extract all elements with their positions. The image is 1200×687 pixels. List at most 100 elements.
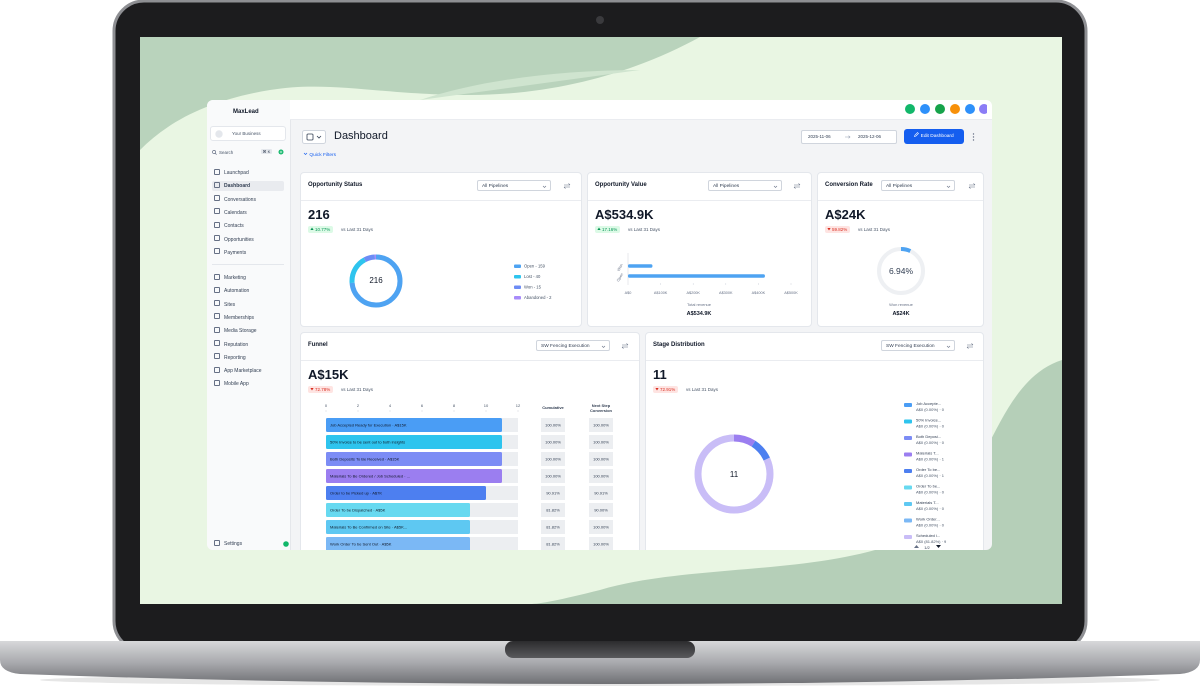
x-tick-label: A$100K <box>654 291 668 295</box>
gauge-arc <box>877 247 925 295</box>
pipeline-filter[interactable]: All Pipelines <box>881 180 955 191</box>
chevron <box>542 185 547 188</box>
chevron <box>601 345 606 348</box>
cumulative: 81.82% <box>546 525 560 530</box>
legend-label: Lost - 40 <box>524 274 541 279</box>
bar-label: Materials To Be Ordered / Job Scheduled … <box>330 474 410 479</box>
bar-label: Materials To Be Confirmed on Site · A$5K… <box>330 525 407 530</box>
gauge-label: 6.94% <box>889 266 914 276</box>
nav-item[interactable]: App Marketplace <box>212 366 284 376</box>
cumulative: 100.00% <box>545 440 561 445</box>
legend-swatch <box>514 285 521 289</box>
cell-bg <box>589 418 613 432</box>
quick-filters[interactable]: Quick Filters <box>303 152 336 158</box>
legend-swatch <box>904 535 912 539</box>
cell-bg <box>589 486 613 500</box>
divider <box>301 200 581 201</box>
nav-item[interactable]: Reputation <box>212 340 284 350</box>
bar-label: Order to be Picked up · A$7K <box>330 491 382 496</box>
nav-item[interactable]: Marketing <box>212 273 284 283</box>
nav-item[interactable]: Reporting <box>212 353 284 363</box>
opportunity-value-card: A$0 A$100K A$200K A$300K A$400K A$500K Won Open… <box>587 172 812 327</box>
nav-item[interactable]: Automation <box>212 286 284 296</box>
pipeline-filter[interactable]: SW Fencing Execution <box>536 340 610 351</box>
nav-item[interactable]: Media Storage <box>212 326 284 336</box>
more-menu[interactable] <box>972 133 975 141</box>
nav-item[interactable]: Mobile App <box>212 379 284 389</box>
legend-label: Abandoned - 2 <box>524 295 552 300</box>
change-badge: 17.16% <box>595 226 621 233</box>
legend-label: Won - 15 <box>524 285 542 290</box>
edit-dashboard-button[interactable]: Edit Dashboard <box>904 129 964 144</box>
chevron <box>773 185 778 188</box>
nav-item[interactable]: Payments <box>212 248 284 258</box>
legend-label: Materials T... <box>916 451 939 456</box>
cumulative: 100.00% <box>545 474 561 479</box>
bar <box>628 264 653 268</box>
settings-link[interactable]: Settings <box>212 539 284 549</box>
funnel-chart: 0 2 4 6 8 10 12 Job Accepted Ready for Executio… <box>325 403 613 550</box>
x-tick-label: A$400K <box>752 291 766 295</box>
x-tick-label: 8 <box>453 403 456 408</box>
filter-label: SW Fencing Execution <box>541 344 590 349</box>
legend-detail: A$0 (0.00%) · 0 <box>916 407 945 412</box>
business-switcher[interactable]: Your Business <box>210 126 286 141</box>
funnel-bar <box>326 503 470 517</box>
card-title: Conversion Rate <box>825 182 873 188</box>
top-icons[interactable] <box>897 103 987 115</box>
card-title: Opportunity Value <box>595 182 647 188</box>
nav-item[interactable]: Calendars <box>212 208 284 218</box>
pipeline-filter[interactable]: SW Fencing Execution <box>881 340 955 351</box>
nav-item[interactable]: Launchpad <box>212 168 284 178</box>
search[interactable]: Search ⌘ K <box>212 148 278 157</box>
bar-label: 50% Invoice to be sent out to both insig… <box>330 440 405 445</box>
nav-item[interactable]: Dashboard <box>212 181 284 192</box>
swap-icon[interactable] <box>968 182 976 190</box>
legend-detail: A$0 (0.00%) · 0 <box>916 424 945 429</box>
shortcut: ⌘ K <box>261 149 272 154</box>
nav-item[interactable]: Memberships <box>212 313 284 323</box>
pipeline-filter[interactable]: All Pipelines <box>477 180 551 191</box>
legend-swatch <box>904 452 912 457</box>
funnel-bar <box>326 418 502 432</box>
base-notch <box>505 641 695 658</box>
cumulative: 81.82% <box>546 508 560 513</box>
nav-item[interactable]: Contacts <box>212 221 284 231</box>
legend-swatch <box>514 296 521 300</box>
kpi-value: A$534.9K <box>595 207 654 222</box>
filter-label: All Pipelines <box>886 184 913 189</box>
cell-bg <box>541 537 565 550</box>
page-prev[interactable] <box>914 545 919 548</box>
chevron <box>303 152 308 155</box>
swap-icon[interactable] <box>793 182 801 190</box>
nav-item[interactable]: Conversations <box>212 195 284 205</box>
legend-label: Open - 159 <box>524 264 546 269</box>
kpi-value: A$15K <box>308 367 349 382</box>
view-switcher[interactable] <box>302 130 326 144</box>
bar-label: Order To be Dispatched · A$5K <box>330 508 386 513</box>
change-badge: 72.91% <box>653 386 679 393</box>
add-button[interactable] <box>278 149 284 155</box>
swap-icon[interactable] <box>966 342 974 350</box>
legend-label: Scheduled i... <box>916 533 940 538</box>
legend-swatch <box>514 264 521 268</box>
swap-icon[interactable] <box>563 182 571 190</box>
divider <box>818 200 983 201</box>
funnel-card: 0 2 4 6 8 10 12 Job Accepted Ready for Executio… <box>300 332 640 550</box>
down-arrow <box>827 228 831 231</box>
legend-detail: A$0 (0.00%) · 0 <box>916 506 945 511</box>
nav-item[interactable]: Sites <box>212 300 284 310</box>
swap-icon[interactable] <box>621 342 629 350</box>
change-value: 72.78% <box>315 387 331 392</box>
period: vs Last 31 Days <box>858 227 891 232</box>
search-label: Search <box>219 150 234 155</box>
pipeline-filter[interactable]: All Pipelines <box>708 180 782 191</box>
next-step: 100.00% <box>593 474 609 479</box>
business-icon <box>215 130 223 138</box>
change-badge: 72.78% <box>308 386 334 393</box>
x-tick-label: 6 <box>421 403 424 408</box>
nav-item[interactable]: Opportunities <box>212 235 284 245</box>
page-next[interactable] <box>936 545 941 548</box>
date-range[interactable]: 2025-11-06 2025-12-06 <box>801 130 897 144</box>
